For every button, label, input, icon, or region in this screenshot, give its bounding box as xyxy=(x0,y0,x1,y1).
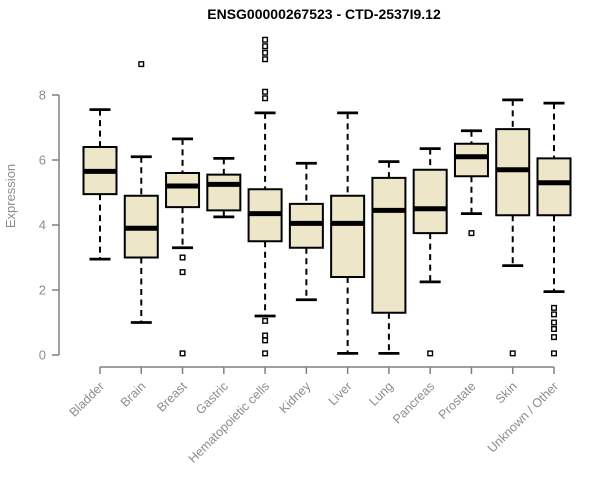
box-liver xyxy=(330,111,366,355)
x-category-label: Hematopoietic cells xyxy=(186,379,273,466)
outlier-point xyxy=(262,317,269,324)
x-category-label: Lung xyxy=(366,379,396,409)
outlier-point xyxy=(262,350,269,357)
outlier-point xyxy=(551,319,558,326)
x-category-label: Brain xyxy=(118,379,149,410)
outlier-point xyxy=(551,334,558,341)
x-category-label: Liver xyxy=(326,379,355,408)
x-category-label: Unknown / Other xyxy=(485,379,561,455)
outlier-point xyxy=(262,56,269,63)
iqr-box xyxy=(206,173,242,212)
box-bladder xyxy=(82,108,118,261)
iqr-box xyxy=(453,142,489,178)
outlier-point xyxy=(262,337,269,344)
box-hematopoietic-cells xyxy=(247,36,283,357)
x-category-label: Skin xyxy=(493,379,520,406)
x-category-label: Breast xyxy=(154,379,190,415)
x-category-label: Pancreas xyxy=(390,379,437,426)
box-pancreas xyxy=(412,147,448,357)
y-tick-label: 4 xyxy=(39,218,46,233)
outlier-point xyxy=(179,254,186,261)
box-unknown-other xyxy=(536,101,572,357)
box-skin xyxy=(495,98,531,357)
outlier-point xyxy=(262,332,269,339)
iqr-box xyxy=(371,176,407,314)
outlier-point xyxy=(551,304,558,311)
box-kidney xyxy=(288,161,324,302)
x-category-label: Gastric xyxy=(193,379,231,417)
x-category-label: Bladder xyxy=(67,379,107,419)
box-prostate xyxy=(453,129,489,237)
box-lung xyxy=(371,160,407,355)
chart-title: ENSG00000267523 - CTD-2537I9.12 xyxy=(207,6,441,22)
y-tick-label: 0 xyxy=(39,348,46,363)
outlier-point xyxy=(551,350,558,357)
outlier-point xyxy=(262,49,269,56)
y-tick-label: 6 xyxy=(39,153,46,168)
box-gastric xyxy=(206,156,242,219)
outlier-point xyxy=(262,36,269,43)
iqr-box xyxy=(330,194,366,278)
outlier-point xyxy=(179,269,186,276)
y-tick-label: 8 xyxy=(39,88,46,103)
outlier-point xyxy=(262,95,269,102)
outlier-point xyxy=(509,350,516,357)
box-group xyxy=(82,36,572,357)
box-brain xyxy=(123,61,159,324)
y-tick-label: 2 xyxy=(39,283,46,298)
box-breast xyxy=(165,137,201,357)
iqr-box xyxy=(165,172,201,209)
outlier-point xyxy=(138,61,145,68)
iqr-box xyxy=(536,157,572,217)
outlier-point xyxy=(468,230,475,237)
x-category-label: Kidney xyxy=(277,379,314,416)
iqr-box xyxy=(412,168,448,235)
x-category-label: Prostate xyxy=(436,379,479,422)
outlier-point xyxy=(262,88,269,95)
y-axis-label: Expression xyxy=(3,164,18,228)
outlier-point xyxy=(179,350,186,357)
outlier-point xyxy=(551,326,558,333)
outlier-point xyxy=(427,350,434,357)
outlier-point xyxy=(551,311,558,318)
outlier-point xyxy=(262,43,269,50)
